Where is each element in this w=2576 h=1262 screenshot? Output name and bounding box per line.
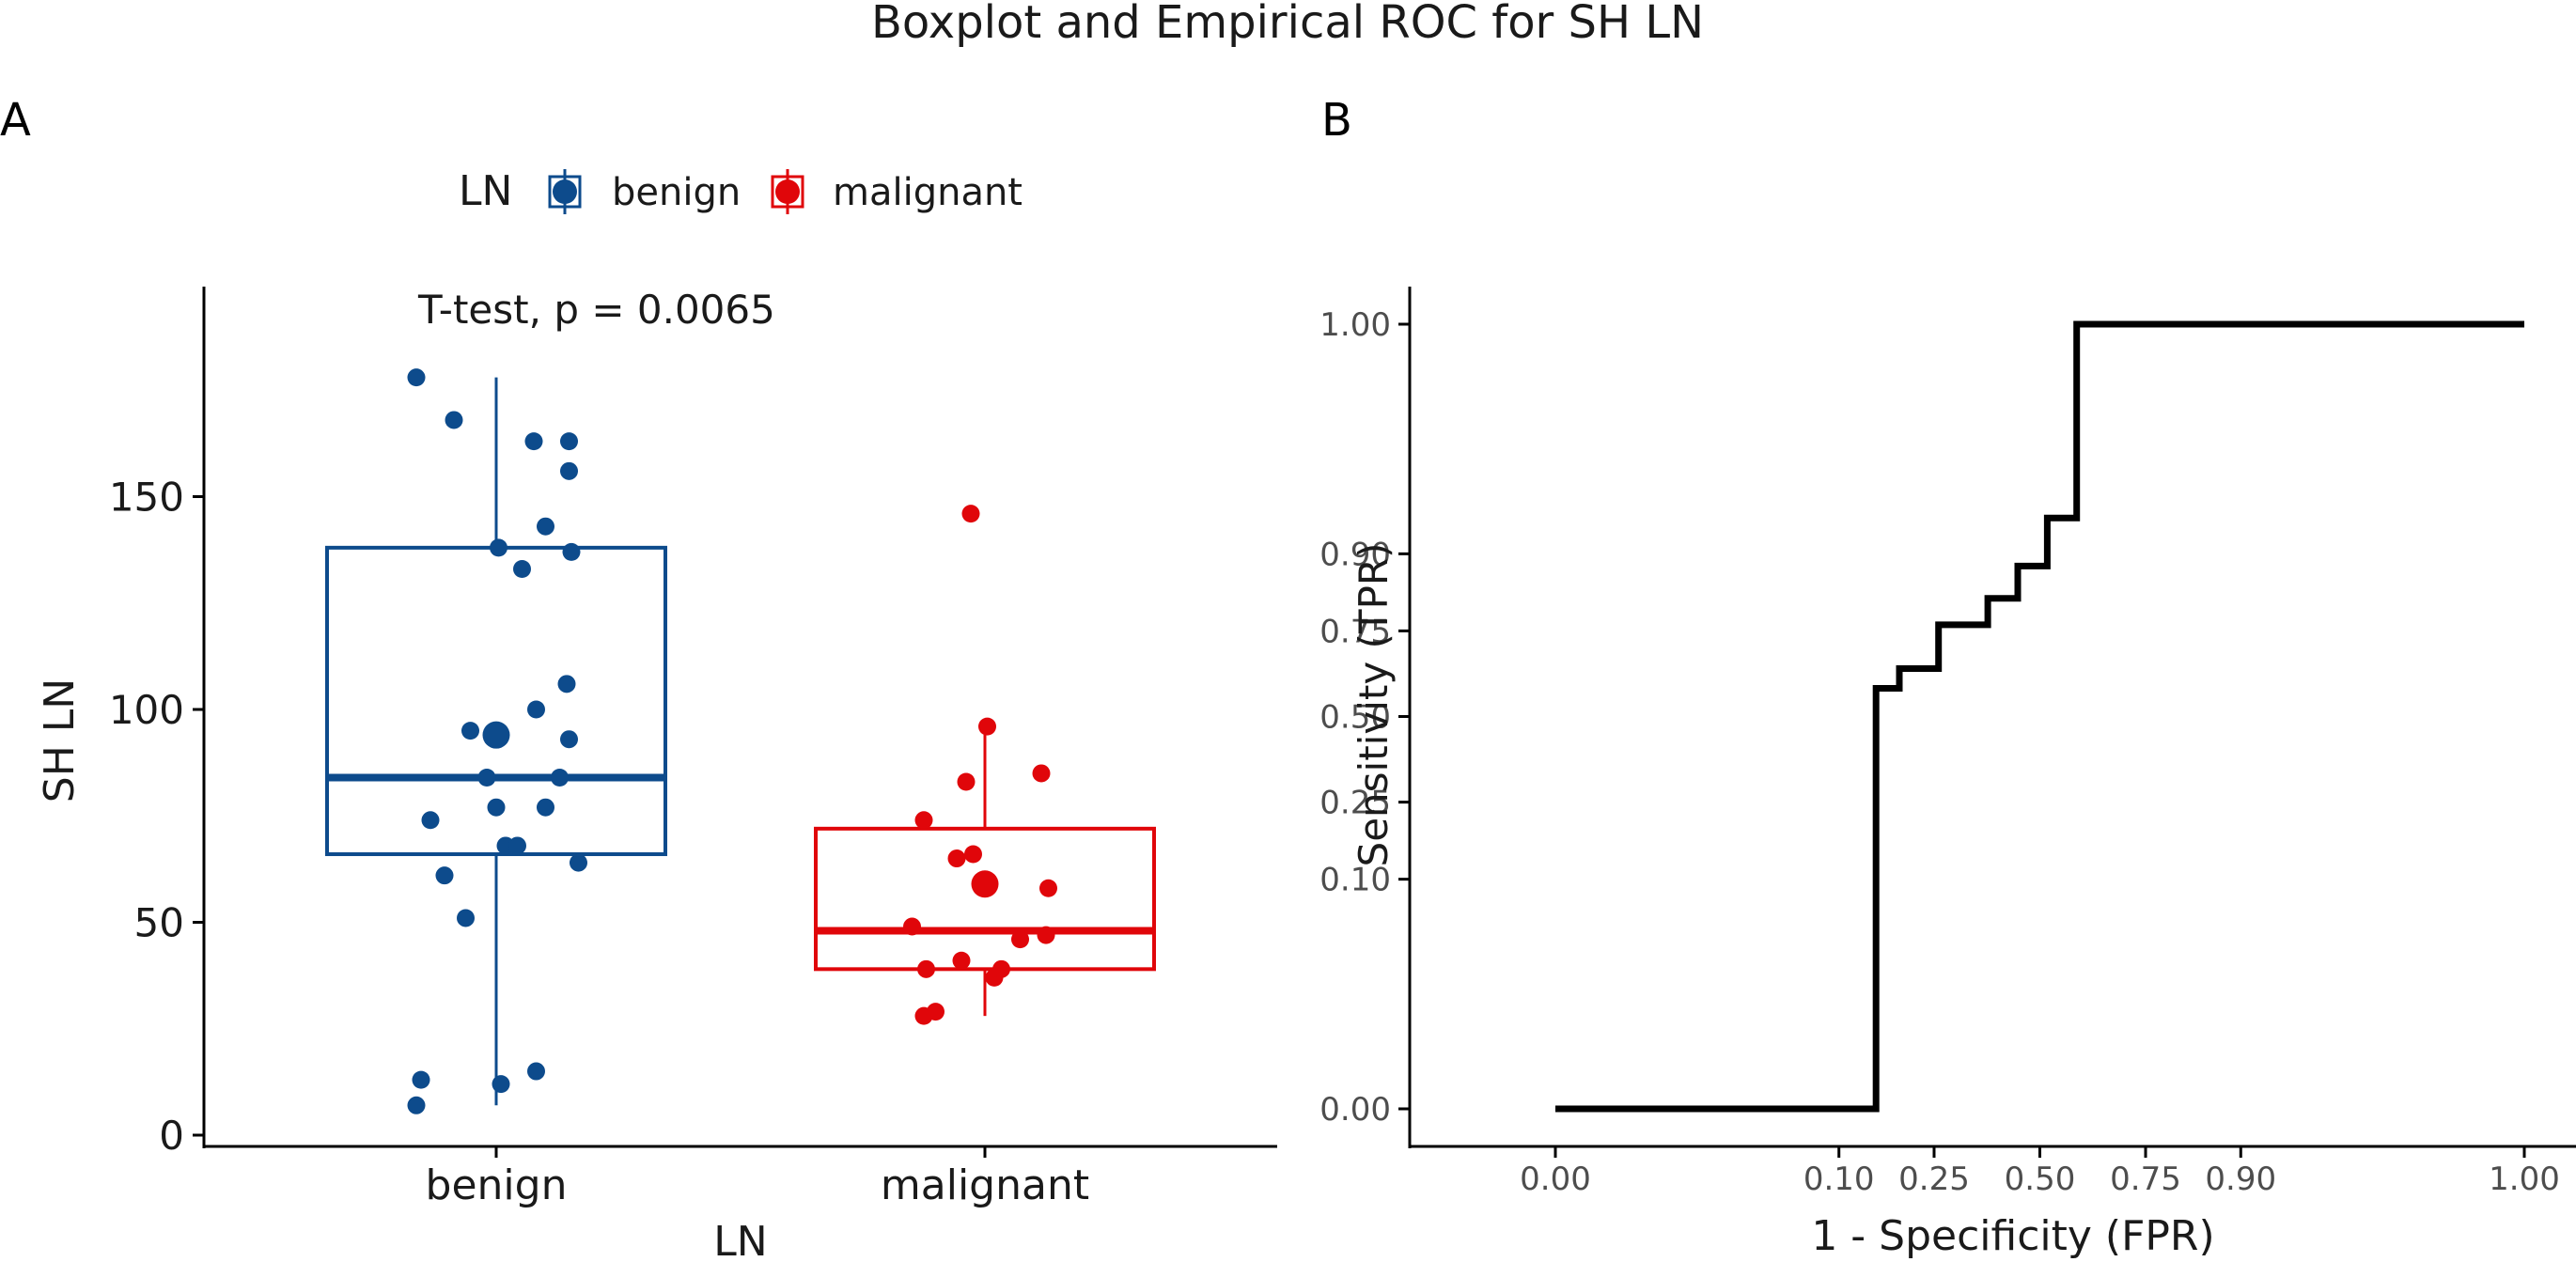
point-benign: [508, 836, 526, 855]
point-malignant: [985, 968, 1004, 987]
panel-b-x-ticks: 0.00 0.10 0.25 0.50 0.75 0.90 1.00: [1520, 1146, 2560, 1198]
panel-a-xlabel: LN: [713, 1218, 767, 1262]
panel-a-y-tick-label: 100: [109, 687, 184, 733]
point-malignant: [1037, 926, 1055, 944]
panel-a-y-tick-label: 0: [159, 1113, 184, 1159]
point-benign: [527, 1062, 545, 1081]
panel-a-y-tick-label: 150: [109, 475, 184, 521]
point-malignant: [978, 717, 996, 736]
point-benign: [457, 909, 475, 927]
panel-a-x-ticks: benign malignant: [426, 1146, 1089, 1209]
panel-b-x-tick-label: 0.00: [1520, 1161, 1591, 1198]
panel-a-y-tick-label: 50: [134, 900, 184, 946]
point-benign: [477, 768, 496, 787]
panel-b-ylabel: Sensitivity (TPR): [1350, 543, 1397, 867]
point-benign: [560, 432, 578, 451]
panel-b-x-tick-label: 0.10: [1803, 1161, 1875, 1198]
panel-b-y-tick-label: 0.90: [1319, 536, 1391, 573]
point-benign: [562, 542, 581, 561]
panel-a-tag: A: [0, 94, 31, 147]
box-malignant: [814, 826, 1156, 972]
box-group-malignant: [814, 505, 1156, 1025]
point-benign: [490, 538, 507, 557]
panel-b-x-tick-label: 0.50: [2005, 1161, 2076, 1198]
panel-a-x-tick-label: benign: [426, 1161, 568, 1209]
point-malignant: [917, 959, 935, 978]
panel-b-x-tick-label: 1.00: [2489, 1161, 2560, 1198]
panel-a-x-tick-label: malignant: [881, 1161, 1089, 1209]
panel-b: B 0.000.100.250.500.750.901.00 0.00 0.10 0…: [1319, 94, 2576, 1260]
panel-b-y-ticks: 0.00 0.10 0.25 0.50 0.75 0.90 1.00: [1319, 306, 1410, 1129]
point-benign: [412, 1070, 430, 1089]
mean-point-benign: [482, 721, 510, 749]
point-benign: [492, 1075, 510, 1094]
point-malignant: [1039, 879, 1057, 897]
point-malignant: [1032, 764, 1051, 783]
panel-a-ylabel: SH LN: [36, 678, 84, 802]
point-benign: [557, 675, 576, 693]
panel-b-tag: B: [1321, 94, 1352, 147]
mean-point-malignant: [971, 870, 999, 898]
point-malignant: [914, 811, 933, 830]
point-malignant: [964, 845, 982, 864]
point-malignant: [961, 505, 980, 523]
point-malignant: [903, 917, 921, 936]
point-benign: [524, 432, 543, 451]
legend: LN benign malignant: [459, 167, 1023, 215]
panel-b-y-tick-label: 0.75: [1319, 613, 1391, 650]
legend-key-benign: [548, 169, 582, 214]
panel-b-xlabel: 1 - Specificity (FPR): [1811, 1212, 2214, 1260]
point-malignant: [952, 951, 971, 970]
roc-curve: [1555, 320, 2524, 1113]
point-benign: [435, 866, 454, 885]
panel-a: A LN benign malignant T-test, p = 0.0065…: [0, 94, 1277, 1262]
point-benign: [570, 853, 587, 872]
point-malignant: [914, 1006, 933, 1025]
point-benign: [445, 411, 463, 429]
panel-b-y-tick-label: 0.50: [1319, 699, 1391, 737]
panel-b-y-tick-label: 0.25: [1319, 785, 1391, 822]
legend-key-malignant-dot: [775, 179, 800, 204]
point-benign: [407, 368, 426, 387]
panel-b-x-tick-label: 0.75: [2110, 1161, 2181, 1198]
point-malignant: [1011, 930, 1029, 949]
panel-b-y-tick-label: 0.00: [1319, 1091, 1391, 1129]
roc-plot-area: [1555, 320, 2524, 1113]
box-group-benign: [325, 368, 667, 1114]
point-benign: [487, 798, 506, 817]
panel-a-y-ticks: 0 50 100 150: [109, 475, 204, 1159]
point-benign: [407, 1096, 426, 1114]
legend-label-benign: benign: [612, 171, 741, 214]
point-benign: [551, 768, 569, 787]
point-benign: [527, 700, 545, 719]
legend-key-malignant: [771, 169, 804, 214]
panel-b-y-tick-label: 1.00: [1319, 306, 1391, 344]
point-malignant: [957, 772, 976, 791]
point-benign: [560, 461, 578, 480]
figure-title: Boxplot and Empirical ROC for SH LN: [871, 0, 1704, 49]
boxplot-plot-area: [325, 368, 1156, 1114]
panel-b-y-tick-label: 0.10: [1319, 862, 1391, 899]
point-benign: [537, 798, 554, 817]
ttest-annotation: T-test, p = 0.0065: [417, 287, 775, 333]
legend-label-malignant: malignant: [833, 171, 1023, 214]
panel-b-x-tick-label: 0.25: [1898, 1161, 1970, 1198]
panel-b-x-tick-label: 0.90: [2205, 1161, 2276, 1198]
point-benign: [421, 811, 440, 830]
point-malignant: [947, 849, 966, 868]
point-benign: [513, 560, 531, 579]
point-benign: [537, 517, 554, 536]
legend-title: LN: [459, 167, 512, 215]
point-benign: [461, 722, 479, 740]
legend-key-benign-dot: [553, 179, 577, 204]
point-benign: [560, 730, 578, 749]
